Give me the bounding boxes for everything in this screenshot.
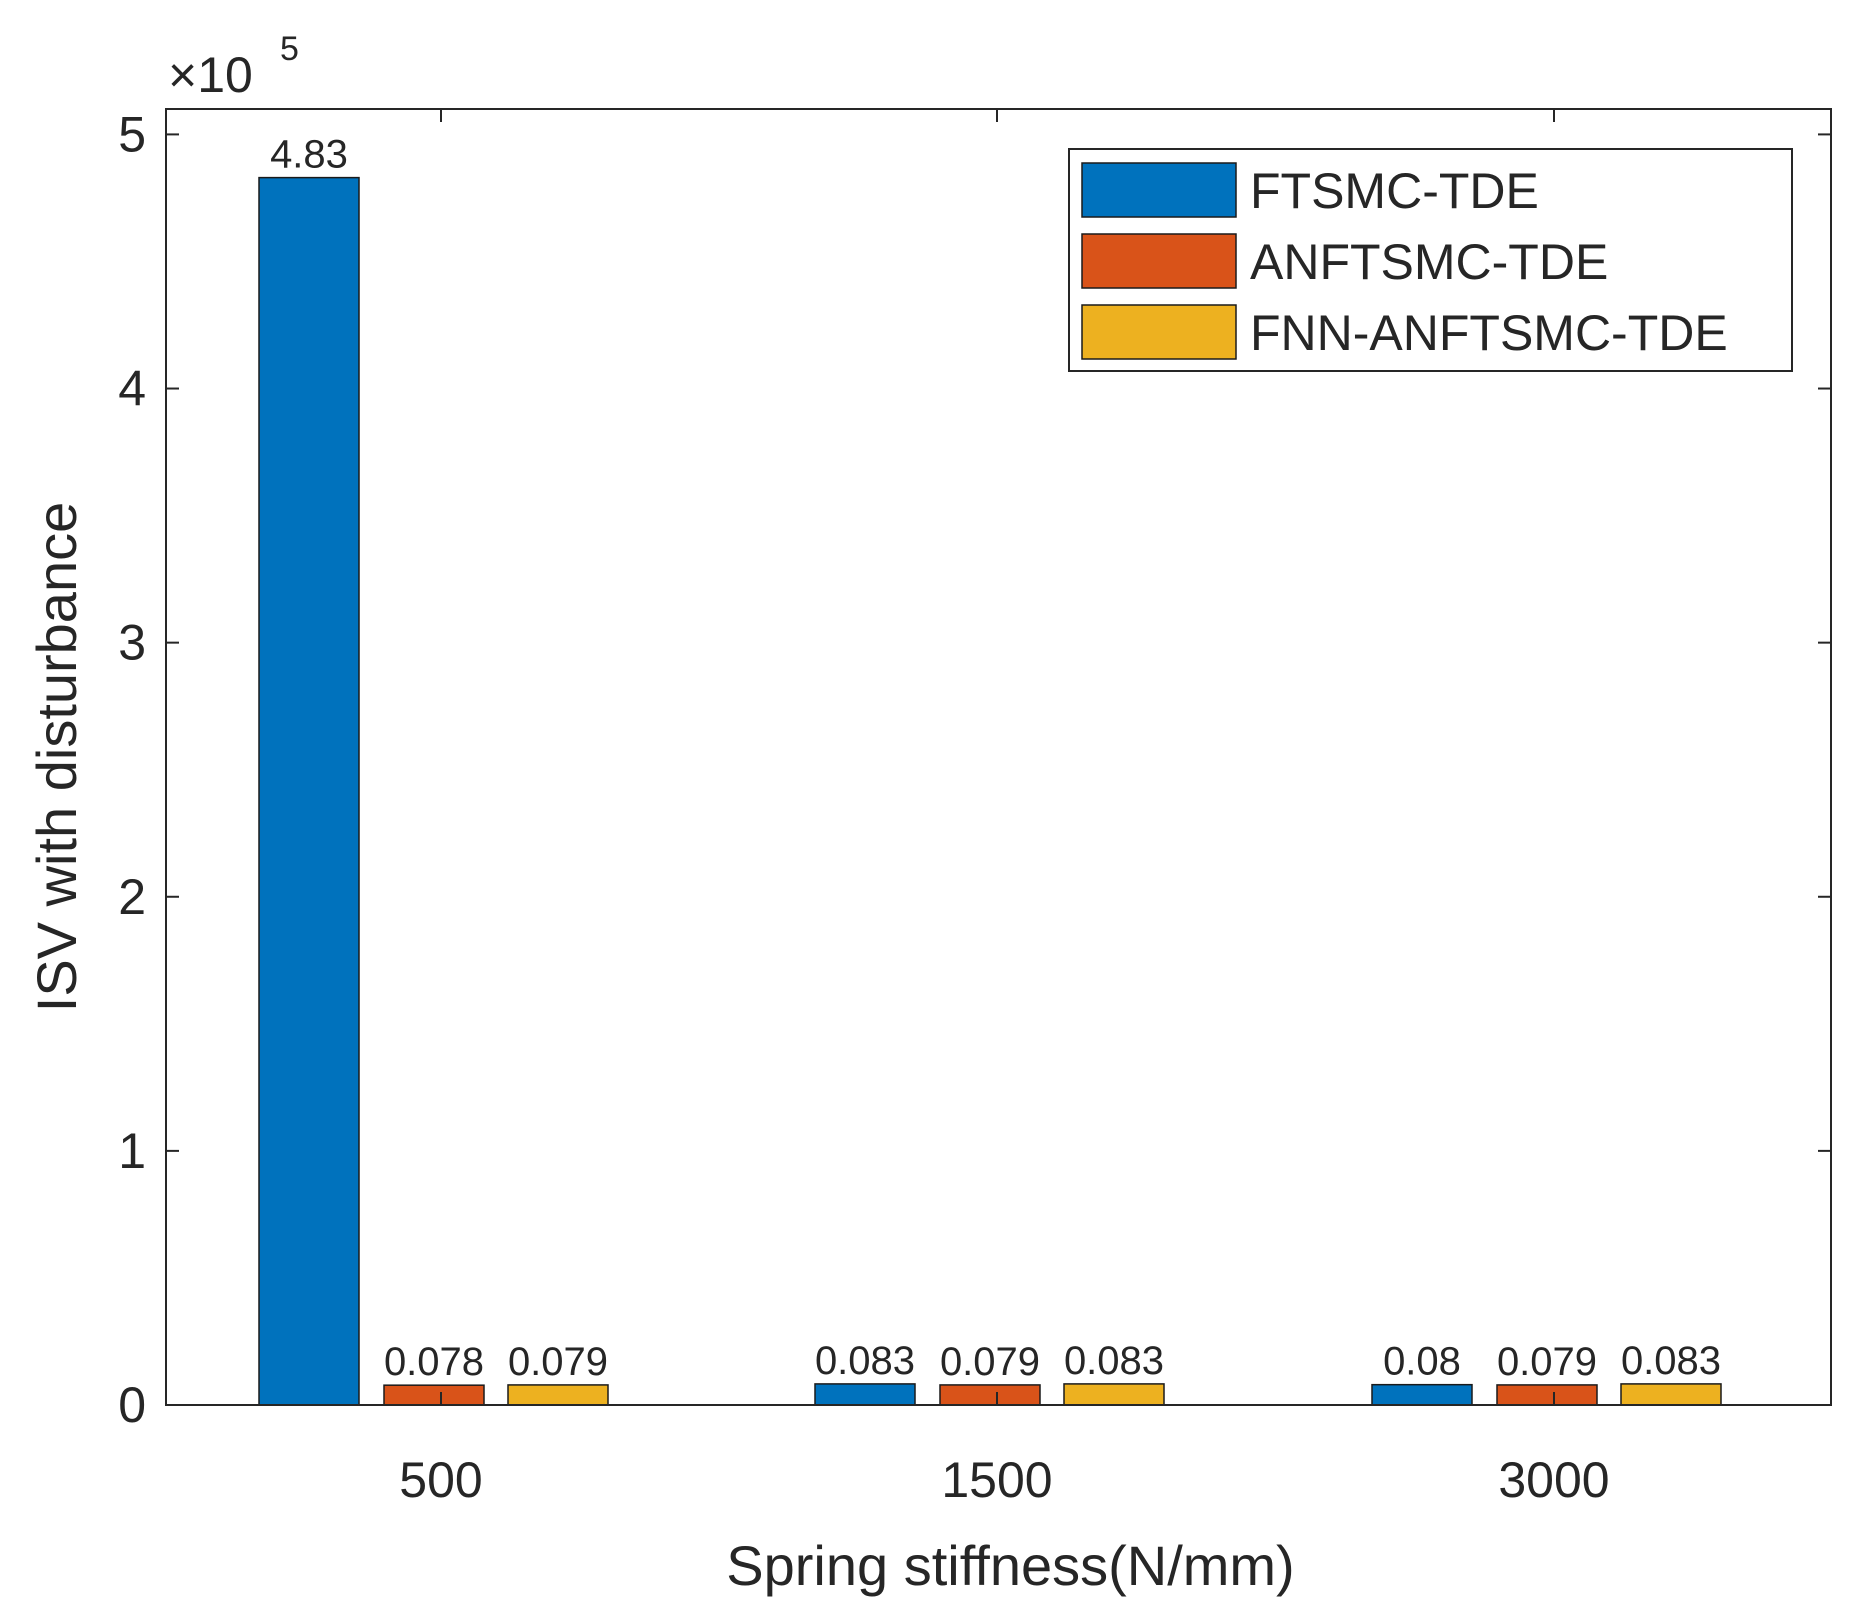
bar-fnn-anftsmc-tde-500: [507, 1384, 609, 1406]
plot-area: 4.83 0.083 0.08 0.078 0.079 0.079 0.079 0.083 0.…: [258, 133, 1722, 1406]
bar-ftsmc-tde-1500: [814, 1383, 916, 1406]
bar-anftsmc-tde-3000: [1496, 1384, 1598, 1406]
axes: 0 1 2 3 4 5 500 1500 3000 Spring stiffness(N/mm) I…: [25, 30, 1832, 1597]
y-tick-label: 0: [118, 1377, 146, 1433]
data-label: 4.83: [270, 133, 348, 177]
y-tick-label: 1: [118, 1123, 146, 1179]
bar-ftsmc-tde-3000: [1371, 1383, 1473, 1406]
x-tick-label: 1500: [941, 1452, 1052, 1508]
legend-entry: FTSMC-TDE: [1250, 163, 1539, 219]
legend: FTSMC-TDE ANFTSMC-TDE FNN-ANFTSMC-TDE: [1068, 148, 1793, 372]
y-tick-label: 3: [118, 615, 146, 671]
bar-anftsmc-tde-500: [383, 1384, 485, 1406]
legend-swatch: [1081, 162, 1237, 218]
axes-box: [165, 108, 1832, 1406]
y-tick-label: 2: [118, 869, 146, 925]
bar-fnn-anftsmc-tde-3000: [1620, 1383, 1722, 1406]
data-label: 0.08: [1383, 1340, 1461, 1384]
legend-swatch: [1081, 233, 1237, 289]
bar-anftsmc-tde-1500: [939, 1384, 1041, 1406]
data-label: 0.079: [940, 1340, 1040, 1384]
bar-ftsmc-tde-500: [258, 176, 360, 1406]
y-tick-label: 5: [118, 106, 146, 162]
legend-entry: ANFTSMC-TDE: [1250, 234, 1608, 290]
data-label: 0.079: [1497, 1340, 1597, 1384]
data-label: 0.083: [1064, 1339, 1164, 1383]
data-label: 0.083: [1621, 1339, 1721, 1383]
x-axis-label: Spring stiffness(N/mm): [726, 1534, 1294, 1597]
y-axis-multiplier-power: 5: [280, 30, 299, 68]
legend-entry: FNN-ANFTSMC-TDE: [1250, 305, 1728, 361]
legend-swatch: [1081, 304, 1237, 360]
data-label: 0.079: [508, 1340, 608, 1384]
y-tick-label: 4: [118, 361, 146, 417]
data-label: 0.083: [815, 1339, 915, 1383]
y-axis-multiplier: ×10: [168, 47, 253, 103]
data-label: 0.078: [384, 1340, 484, 1384]
y-axis-label: ISV with disturbance: [25, 502, 88, 1012]
x-tick-label: 500: [399, 1452, 482, 1508]
x-tick-label: 3000: [1498, 1452, 1609, 1508]
bar-fnn-anftsmc-tde-1500: [1063, 1383, 1165, 1406]
